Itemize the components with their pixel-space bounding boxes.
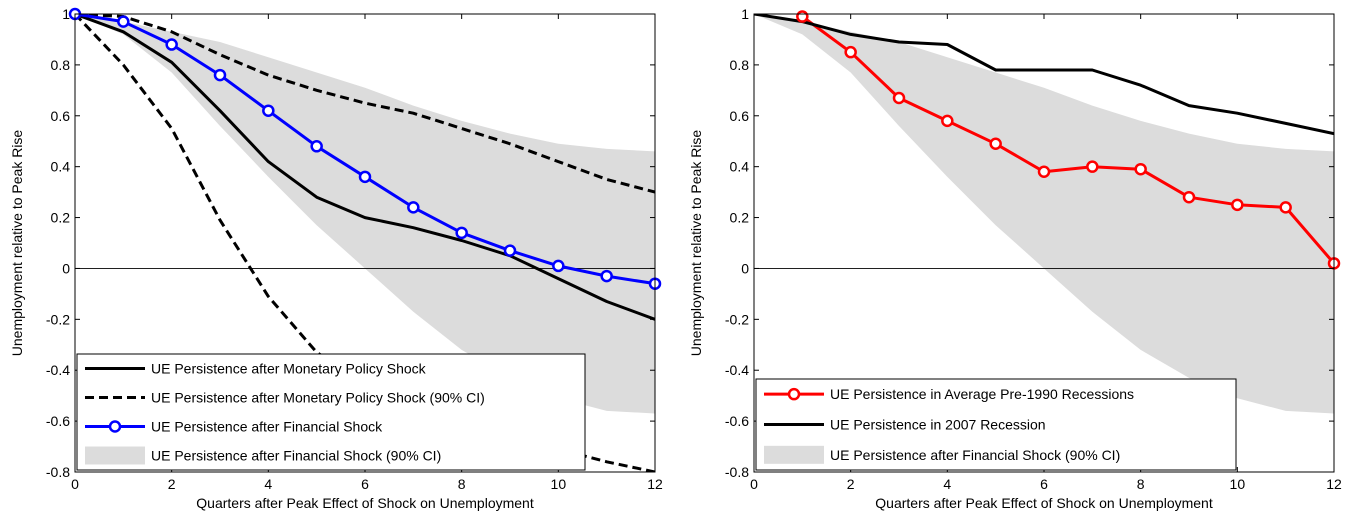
data-point: [989, 137, 1002, 151]
data-point: [262, 104, 275, 117]
x-tick-label: 12: [1326, 476, 1342, 492]
data-point: [1134, 162, 1147, 176]
legend-swatch: [764, 445, 824, 464]
y-tick-label: 0: [62, 260, 70, 276]
x-tick-label: 8: [458, 476, 466, 492]
data-point: [165, 38, 178, 51]
x-tick-label: 8: [1137, 476, 1145, 492]
y-tick-label: 0.6: [51, 108, 71, 124]
y-axis-label: Unemployment relative to Peak Rise: [9, 130, 25, 357]
x-axis-label: Quarters after Peak Effect of Shock on U…: [196, 495, 534, 511]
legend: UE Persistence in Average Pre-1990 Reces…: [755, 378, 1237, 471]
data-point: [358, 170, 372, 184]
x-tick-label: 0: [71, 476, 79, 492]
x-tick-label: 0: [750, 476, 758, 492]
legend-label: UE Persistence after Financial Shock: [151, 419, 383, 435]
data-point: [213, 68, 227, 82]
y-tick-label: 0.4: [51, 159, 71, 175]
y-tick-label: 0.2: [730, 210, 750, 226]
data-point: [455, 226, 468, 240]
legend-swatch: [85, 446, 145, 465]
data-point: [1086, 160, 1099, 173]
series-line-ci-upper: [75, 14, 655, 194]
data-point: [1231, 198, 1244, 212]
y-tick-label: -0.6: [46, 413, 70, 429]
legend-label: UE Persistence after Financial Shock (90…: [151, 448, 441, 464]
y-tick-label: 1: [741, 6, 749, 22]
y-tick-label: 0.2: [51, 210, 71, 226]
legend: UE Persistence after Monetary Policy Sho…: [76, 353, 586, 471]
x-tick-label: 6: [1040, 476, 1048, 492]
y-tick-label: 0.4: [730, 159, 750, 175]
x-tick-label: 10: [1230, 476, 1246, 492]
y-tick-label: -0.4: [46, 362, 70, 378]
chart-panel-2: 0 2 4 6 8 10 12 -0.8 -0.6 -0.4 -0.2 0 0.2 0.4 0.6 0.8 1 Q…: [688, 6, 1342, 511]
data-point: [844, 45, 857, 59]
x-axis-label: Quarters after Peak Effect of Shock on U…: [875, 495, 1213, 511]
legend-label: UE Persistence in 2007 Recession: [830, 417, 1046, 433]
plot-area: [754, 14, 1334, 414]
x-tick-label: 10: [551, 476, 567, 492]
legend-marker: [787, 387, 801, 401]
data-point: [310, 140, 323, 153]
series-line-2: [754, 14, 1334, 136]
legend-label: UE Persistence after Monetary Policy Sho…: [151, 361, 427, 377]
legend-box: [76, 353, 586, 471]
ci-band-area: [754, 14, 1334, 414]
data-point: [1182, 190, 1196, 204]
y-tick-label: 0.6: [730, 108, 750, 124]
y-tick-label: -0.2: [725, 311, 749, 327]
series-line-1: [801, 15, 1334, 265]
y-tick-label: -0.2: [46, 311, 70, 327]
legend-box: [755, 378, 1237, 471]
data-point: [941, 114, 954, 128]
data-point: [1279, 201, 1292, 214]
legend-label: UE Persistence in Average Pre-1990 Reces…: [830, 386, 1134, 402]
y-tick-label: 1: [62, 6, 70, 22]
y-axis-label: Unemployment relative to Peak Rise: [688, 130, 704, 357]
data-point: [503, 244, 517, 257]
x-tick-label: 2: [168, 476, 176, 492]
x-tick-label: 12: [647, 476, 663, 492]
data-point: [1037, 165, 1051, 179]
legend-marker: [108, 420, 122, 433]
data-point: [600, 269, 613, 283]
legend-label: UE Persistence after Financial Shock (90…: [830, 447, 1120, 463]
data-point: [407, 201, 420, 214]
y-tick-label: -0.8: [725, 464, 749, 480]
y-tick-label: -0.4: [725, 362, 749, 378]
legend-label: UE Persistence after Monetary Policy Sho…: [151, 390, 485, 406]
x-tick-label: 4: [264, 476, 272, 492]
x-tick-label: 4: [943, 476, 951, 492]
data-point: [796, 10, 809, 23]
y-tick-label: 0.8: [51, 57, 71, 73]
data-point: [117, 15, 130, 28]
x-tick-label: 6: [361, 476, 369, 492]
x-tick-label: 2: [847, 476, 855, 492]
y-tick-label: 0.8: [730, 57, 750, 73]
y-tick-label: -0.8: [46, 464, 70, 480]
y-tick-label: -0.6: [725, 413, 749, 429]
y-tick-label: 0: [741, 260, 749, 276]
series-line-1: [75, 14, 655, 321]
data-point: [892, 91, 906, 105]
chart-panel-1: 0 2 4 6 8 10 12 -0.8 -0.6 -0.4 -0.2 0 0.2 0.4 0.6 0.8 1 Q…: [9, 6, 663, 511]
data-point: [552, 259, 565, 273]
ci-band-area: [75, 14, 655, 414]
